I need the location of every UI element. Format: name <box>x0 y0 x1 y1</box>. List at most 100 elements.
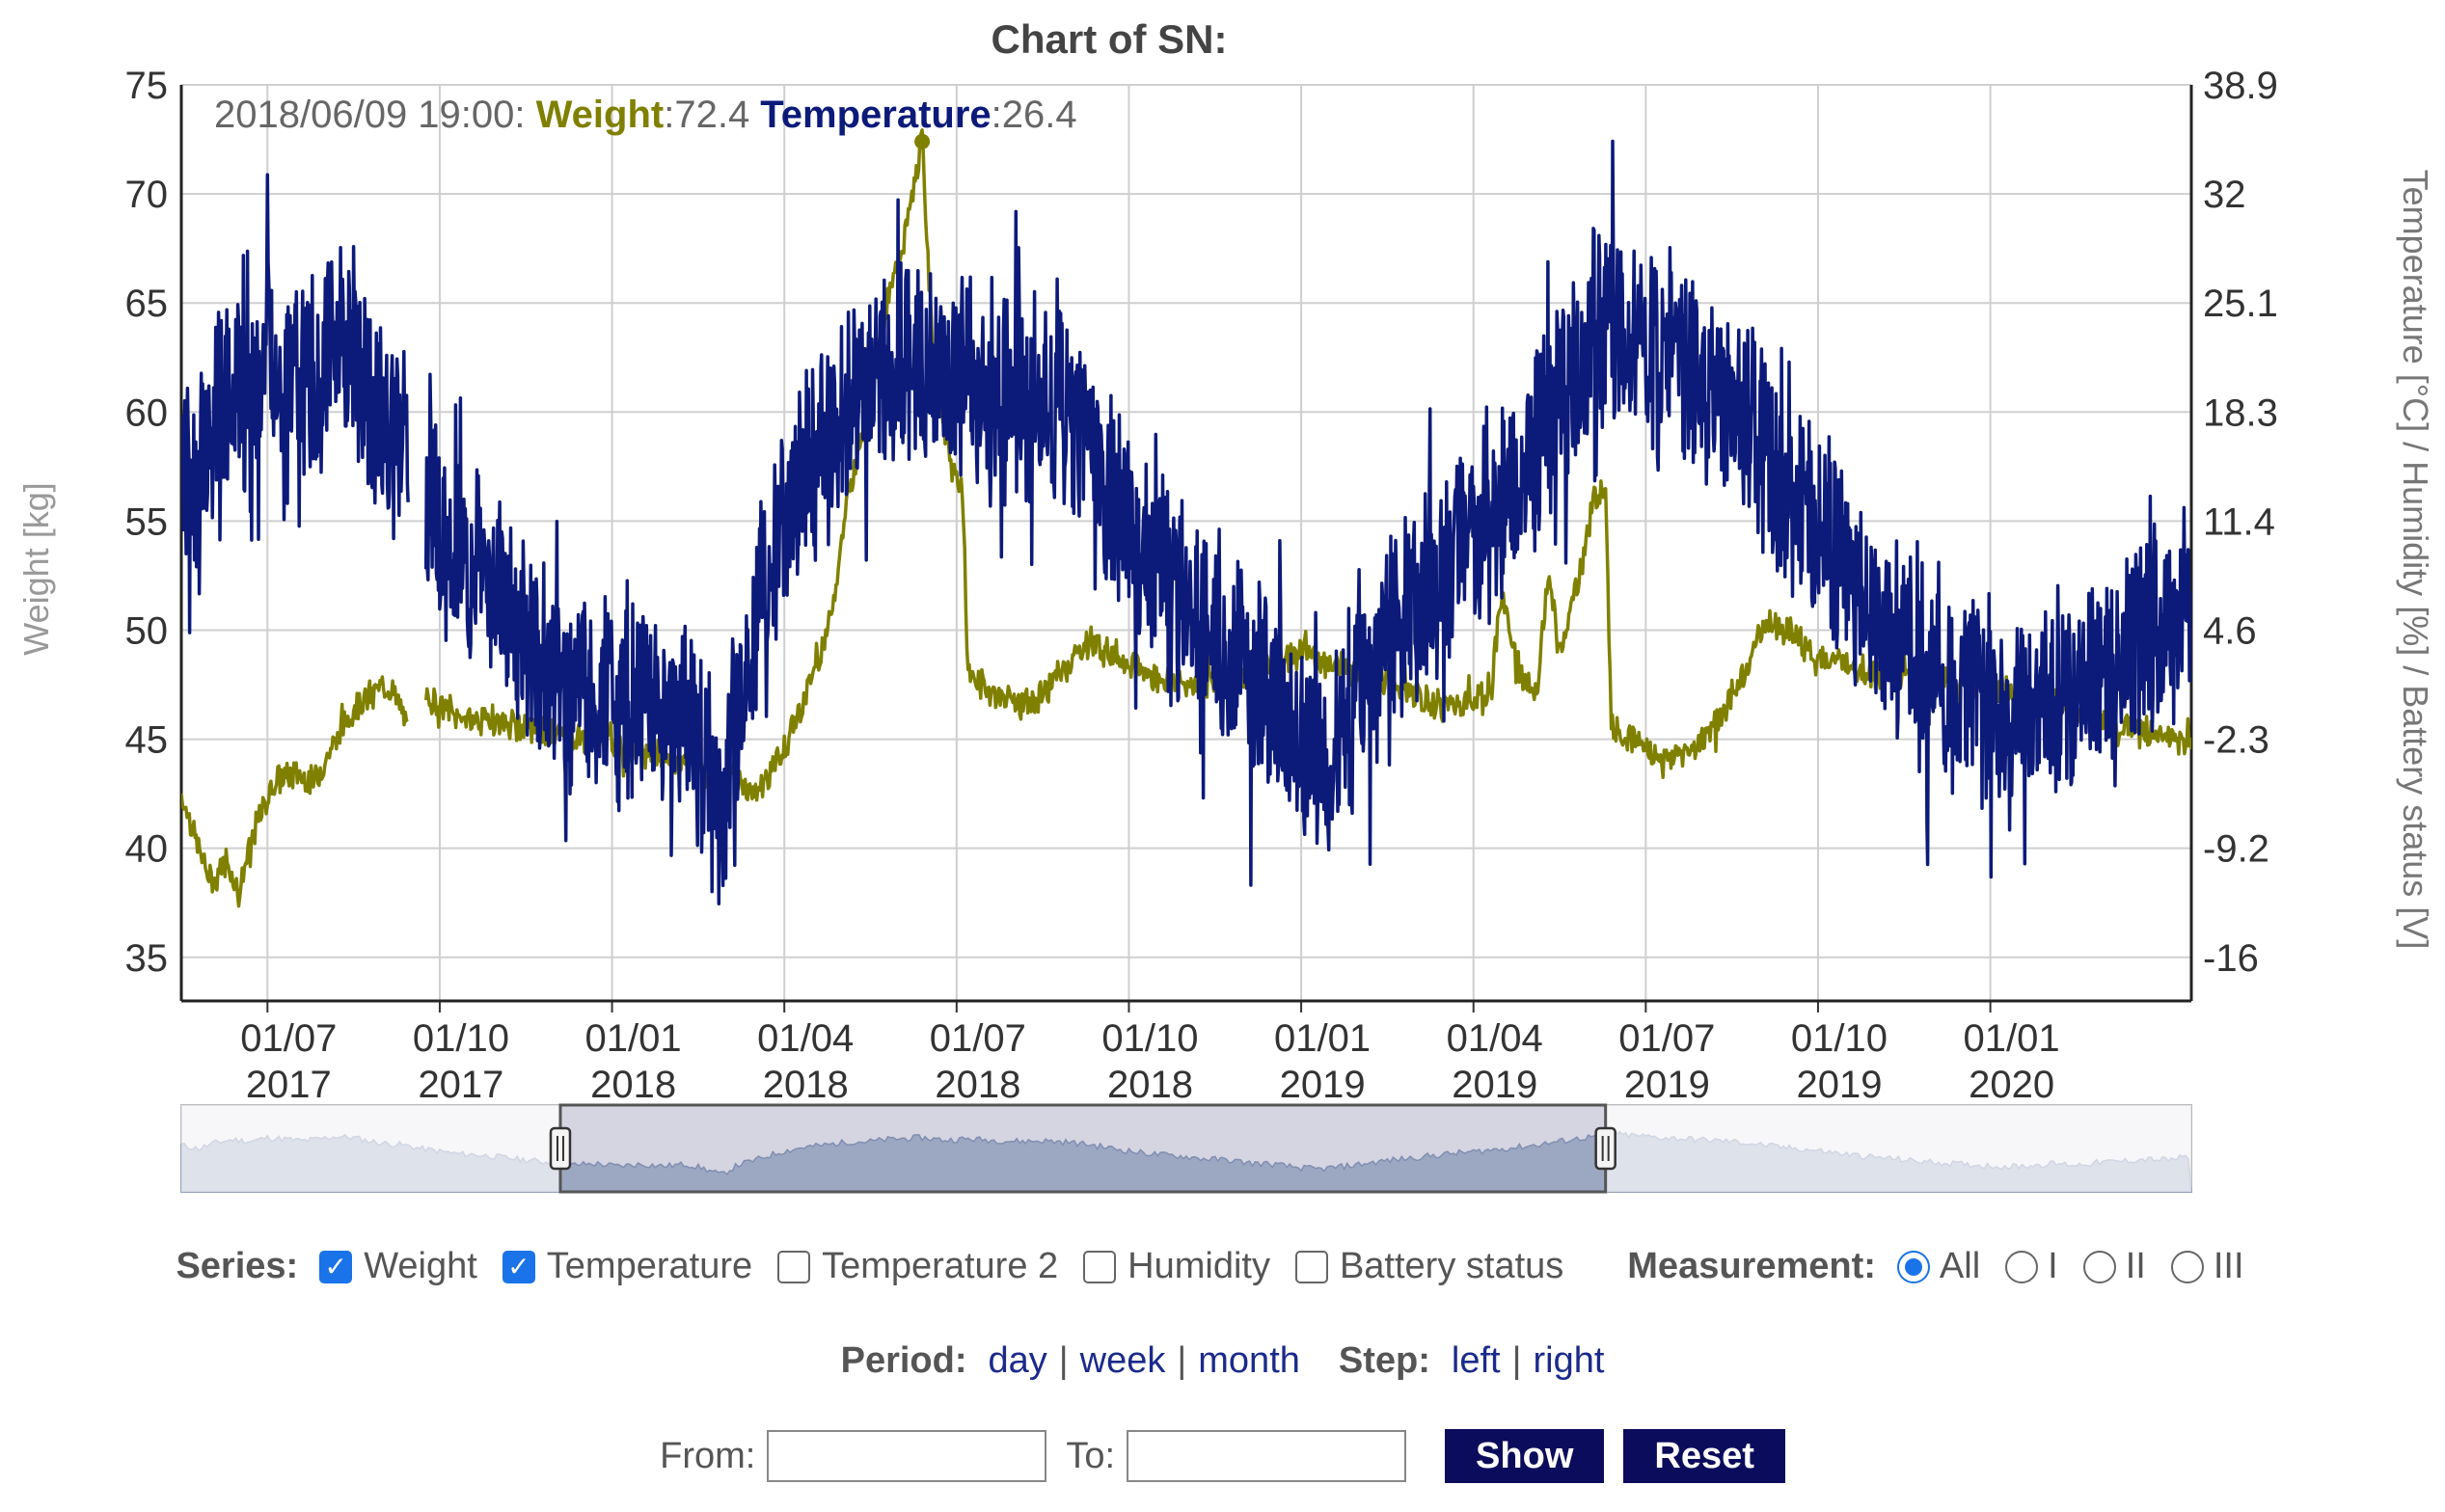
y-left-tick-label: 60 <box>125 392 169 434</box>
chart-area: Chart of SN: 75 70 65 60 55 50 45 40 35 38.9 32 25.1… <box>16 16 2435 1194</box>
x-tick-label-year: 2018 <box>763 1064 849 1106</box>
period-day-link[interactable]: day <box>988 1340 1047 1381</box>
x-tick-label-date: 01/01 <box>1964 1017 2060 1060</box>
date-range-controls: From: To: Show Reset <box>0 1429 2445 1483</box>
x-tick-label-date: 01/07 <box>1618 1017 1715 1060</box>
navigator-handle-right[interactable] <box>1594 1126 1616 1171</box>
measurement-radio-i[interactable]: I <box>2005 1246 2058 1287</box>
period-week-link[interactable]: week <box>1079 1340 1166 1381</box>
highlight-point-marker <box>914 133 931 149</box>
step-left-link[interactable]: left <box>1451 1340 1501 1381</box>
y-left-tick-label: 35 <box>125 937 169 980</box>
chart-title: Chart of SN: <box>992 16 1228 62</box>
period-controls: Period: day | week | month Step: left | … <box>0 1340 2445 1382</box>
chart-svg: Chart of SN: 75 70 65 60 55 50 45 40 35 38.9 32 25.1… <box>16 16 2435 1194</box>
y-left-tick-label: 70 <box>125 174 169 216</box>
measurement-option-label: All <box>1939 1246 1981 1286</box>
x-tick-label-year: 2018 <box>590 1064 676 1106</box>
tooltip-text: 2018/06/09 19:00: Weight:72.4 Temperatur… <box>214 94 1077 136</box>
radio-unselected-icon <box>2082 1250 2116 1283</box>
period-label: Period: <box>840 1340 967 1381</box>
series-checkbox-temperature[interactable]: ✓ Temperature <box>502 1246 753 1287</box>
to-date-input[interactable] <box>1127 1430 1407 1482</box>
series-option-label: Battery status <box>1339 1246 1564 1286</box>
x-tick-label-year: 2018 <box>935 1064 1020 1106</box>
tooltip-value-weight: :72.4 <box>664 94 760 136</box>
tooltip-series-temperature: Temperature <box>760 94 991 136</box>
y-right-tick-label: 25.1 <box>2203 283 2278 325</box>
period-month-link[interactable]: month <box>1198 1340 1300 1381</box>
y-right-tick-label: 4.6 <box>2203 609 2257 652</box>
separator: | <box>1177 1340 1187 1381</box>
series-checkbox-temperature-2[interactable]: Temperature 2 <box>777 1246 1058 1287</box>
measurement-radio-all[interactable]: All <box>1896 1246 1981 1287</box>
series-option-label: Temperature <box>546 1246 753 1286</box>
x-tick-label-date: 01/07 <box>930 1017 1026 1060</box>
y-left-tick-label: 55 <box>125 500 169 543</box>
series-option-label: Temperature 2 <box>822 1246 1059 1286</box>
x-tick-label-date: 01/10 <box>1101 1017 1198 1060</box>
x-tick-label-date: 01/04 <box>757 1017 854 1060</box>
y-right-tick-label: 11.4 <box>2203 500 2275 543</box>
step-right-link[interactable]: right <box>1533 1340 1605 1381</box>
series-controls: Series: ✓ Weight ✓ Temperature Temperatu… <box>0 1246 2445 1287</box>
measurement-option-label: II <box>2125 1246 2146 1286</box>
navigator-mask-left <box>181 1105 560 1192</box>
series-checkbox-weight[interactable]: ✓ Weight <box>319 1246 477 1287</box>
show-button[interactable]: Show <box>1445 1429 1605 1483</box>
measurement-option-label: I <box>2048 1246 2058 1286</box>
series-option-label: Weight <box>364 1246 477 1286</box>
separator: | <box>1058 1340 1069 1381</box>
y-left-tick-label: 40 <box>125 828 169 871</box>
reset-button[interactable]: Reset <box>1623 1429 1785 1483</box>
checkbox-unchecked-icon <box>1083 1250 1117 1283</box>
measurement-radio-iii[interactable]: III <box>2170 1246 2244 1287</box>
tooltip-value-temperature: :26.4 <box>992 94 1077 136</box>
y-right-tick-label: 32 <box>2203 174 2246 216</box>
x-tick-label-year: 2017 <box>418 1064 503 1106</box>
checkbox-checked-icon: ✓ <box>319 1250 353 1283</box>
x-tick-label-year: 2020 <box>1969 1064 2054 1106</box>
y-right-tick-label: -16 <box>2203 937 2259 980</box>
x-tick-label-date: 01/01 <box>1274 1017 1371 1060</box>
radio-selected-icon <box>1896 1250 1930 1283</box>
from-label: From: <box>660 1435 756 1476</box>
checkbox-unchecked-icon <box>777 1250 811 1283</box>
navigator-handle-left[interactable] <box>549 1126 572 1171</box>
measurement-radio-ii[interactable]: II <box>2082 1246 2146 1287</box>
x-tick-label-date: 01/10 <box>413 1017 509 1060</box>
y-right-axis-title: Temperature [°C] / Humidity [%] / Batter… <box>2396 170 2435 950</box>
y-right-tick-label: -9.2 <box>2203 828 2269 871</box>
series-option-label: Humidity <box>1127 1246 1270 1286</box>
series-line-temperature <box>181 139 2191 905</box>
x-tick-label-year: 2019 <box>1624 1064 1710 1106</box>
y-right-tick-label: 18.3 <box>2203 392 2278 434</box>
y-left-axis-title: Weight [kg] <box>16 482 56 655</box>
x-tick-label-year: 2017 <box>246 1064 332 1106</box>
y-left-tick-label: 65 <box>125 283 169 325</box>
separator: | <box>1511 1340 1522 1381</box>
x-tick-label-year: 2018 <box>1107 1064 1193 1106</box>
series-group <box>181 128 2191 908</box>
step-label: Step: <box>1338 1340 1430 1381</box>
to-label: To: <box>1066 1435 1116 1476</box>
navigator-selected-range <box>558 1103 1608 1194</box>
navigator-mask-right <box>1605 1105 2191 1192</box>
tooltip-series-weight: Weight <box>536 94 665 136</box>
radio-unselected-icon <box>2170 1250 2204 1283</box>
measurement-label: Measurement: <box>1627 1246 1876 1286</box>
from-date-input[interactable] <box>767 1430 1047 1482</box>
y-right-tick-label: -2.3 <box>2203 719 2269 762</box>
checkbox-checked-icon: ✓ <box>502 1250 535 1283</box>
series-checkbox-humidity[interactable]: Humidity <box>1083 1246 1270 1287</box>
y-left-tick-label: 75 <box>125 65 169 107</box>
x-tick-label-date: 01/10 <box>1791 1017 1888 1060</box>
x-tick-label-date: 01/04 <box>1447 1017 1543 1060</box>
x-tick-label-date: 01/01 <box>585 1017 682 1060</box>
radio-unselected-icon <box>2005 1250 2039 1283</box>
x-tick-label-year: 2019 <box>1280 1064 1366 1106</box>
series-checkbox-battery-status[interactable]: Battery status <box>1294 1246 1564 1287</box>
y-right-tick-label: 38.9 <box>2203 65 2278 107</box>
y-left-tick-label: 45 <box>125 719 169 762</box>
x-tick-label-date: 01/07 <box>240 1017 337 1060</box>
